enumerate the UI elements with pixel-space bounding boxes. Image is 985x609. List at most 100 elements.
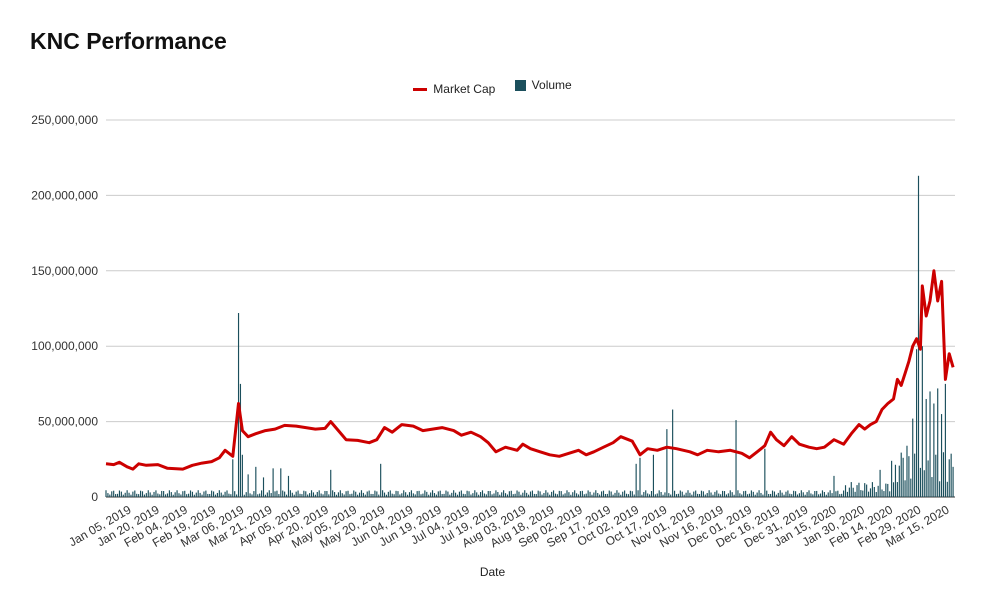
volume-bar: [460, 490, 462, 497]
volume-bar: [420, 494, 422, 497]
volume-bar: [176, 490, 178, 497]
volume-bar: [226, 490, 228, 497]
volume-bar: [887, 483, 889, 497]
volume-bar: [843, 490, 845, 497]
volume-bar: [892, 482, 895, 497]
volume-bar: [493, 493, 495, 497]
volume-bar: [128, 492, 130, 497]
volume-bar: [239, 383, 242, 497]
volume-bar: [335, 494, 338, 497]
volume-bar: [163, 491, 165, 497]
volume-bar: [552, 490, 555, 497]
volume-bar: [118, 490, 121, 497]
volume-bar: [291, 492, 293, 497]
volume-bar: [806, 492, 808, 497]
volume-bar: [781, 492, 783, 497]
volume-bar: [852, 487, 854, 497]
volume-bar: [504, 493, 507, 497]
volume-bar: [697, 493, 699, 497]
volume-bar: [111, 491, 113, 497]
legend-item-volume[interactable]: Volume: [514, 78, 572, 92]
volume-bar: [236, 494, 238, 497]
volume-bar: [777, 492, 779, 497]
volume-bar: [946, 481, 948, 497]
volume-bar: [564, 493, 566, 497]
volume-bar: [537, 490, 539, 497]
volume-bar: [430, 492, 432, 497]
volume-bar: [366, 491, 368, 497]
volume-bar: [474, 490, 476, 497]
volume-bar: [364, 494, 366, 497]
volume-bar: [645, 490, 647, 497]
volume-bar: [770, 493, 772, 497]
volume-bar: [743, 491, 745, 497]
volume-bar: [741, 494, 743, 497]
volume-bar: [380, 463, 382, 497]
volume-bar: [796, 494, 799, 497]
legend-item-market-cap[interactable]: Market Cap: [413, 82, 495, 96]
volume-bar: [723, 491, 726, 497]
volume-bar: [282, 490, 284, 497]
volume-bar: [670, 494, 672, 497]
volume-bar: [122, 494, 124, 497]
volume-bar: [727, 493, 729, 497]
volume-bar: [716, 490, 718, 497]
volume-bar: [113, 490, 115, 497]
volume-bar: [879, 469, 881, 497]
volume-bar: [159, 494, 161, 497]
volume-bar: [328, 494, 330, 497]
volume-bar: [130, 494, 132, 497]
volume-bar: [257, 494, 259, 497]
volume-bar: [168, 490, 170, 497]
volume-bar: [737, 490, 739, 497]
volume-bar: [948, 459, 950, 497]
volume-bar: [145, 493, 147, 497]
volume-bar: [212, 491, 215, 497]
volume-bar: [652, 454, 655, 497]
volume-bar: [416, 491, 418, 497]
volume-bar: [802, 492, 804, 497]
volume-bar: [875, 491, 877, 497]
volume-bar: [139, 490, 142, 497]
volume-bar: [512, 494, 514, 497]
volume-bar: [116, 493, 119, 497]
volume-bar: [489, 490, 491, 497]
volume-bar: [408, 492, 411, 497]
volume-bar: [935, 454, 937, 497]
legend-label-market-cap: Market Cap: [433, 82, 496, 96]
volume-bar: [360, 490, 363, 497]
volume-bar: [345, 491, 347, 497]
volume-bar: [620, 494, 622, 497]
volume-bar: [274, 491, 276, 497]
volume-bar: [418, 490, 420, 497]
volume-bar: [837, 490, 839, 497]
volume-bar: [136, 493, 138, 497]
volume-bar: [132, 491, 134, 497]
volume-bar: [164, 494, 167, 497]
volume-bar: [735, 420, 737, 497]
volume-bar: [622, 491, 624, 497]
volume-bar: [762, 494, 764, 497]
volume-bar: [188, 493, 190, 497]
volume-bar: [522, 492, 524, 497]
volume-bar: [950, 453, 952, 497]
volume-bar: [825, 494, 827, 497]
volume-bar: [397, 491, 399, 497]
volume-bar: [819, 493, 822, 497]
volume-bar: [414, 494, 416, 497]
volume-bar: [209, 493, 211, 497]
volume-bar: [823, 491, 825, 497]
volume-bar: [794, 491, 797, 497]
volume-bar: [662, 494, 664, 497]
volume-bar: [193, 494, 195, 497]
volume-bar: [443, 493, 445, 497]
volume-bar: [243, 494, 245, 497]
volume-bar: [186, 494, 188, 497]
volume-bar: [220, 492, 222, 497]
volume-bar: [773, 491, 776, 497]
y-tick-label: 250,000,000: [31, 113, 98, 127]
volume-bar: [358, 492, 361, 497]
volume-bar: [403, 490, 405, 497]
volume-bar: [339, 490, 341, 497]
volume-bar: [891, 460, 893, 497]
